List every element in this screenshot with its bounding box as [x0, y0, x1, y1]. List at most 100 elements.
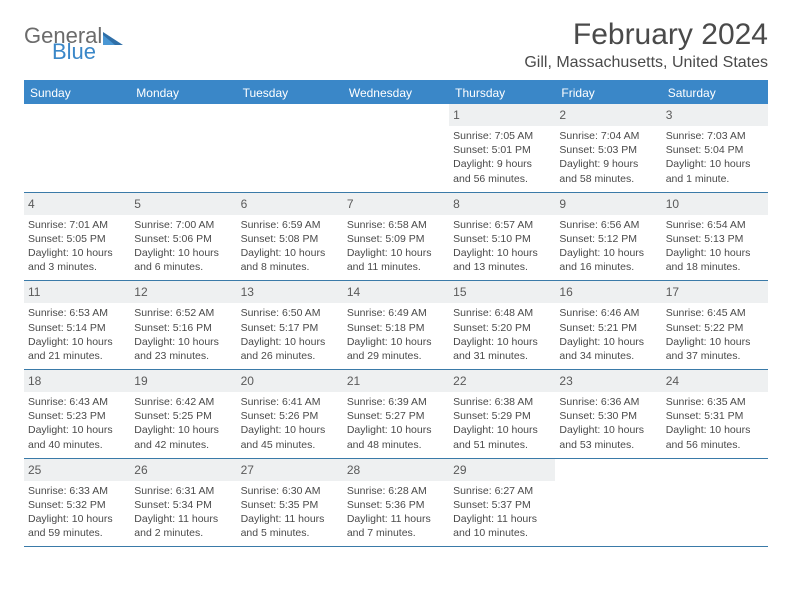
- week-row: 25Sunrise: 6:33 AMSunset: 5:32 PMDayligh…: [24, 459, 768, 548]
- sunrise-line: Sunrise: 6:33 AM: [28, 484, 126, 498]
- day-cell: 13Sunrise: 6:50 AMSunset: 5:17 PMDayligh…: [237, 281, 343, 369]
- sunrise-line: Sunrise: 6:53 AM: [28, 306, 126, 320]
- day-cell: 21Sunrise: 6:39 AMSunset: 5:27 PMDayligh…: [343, 370, 449, 458]
- month-title: February 2024: [524, 18, 768, 52]
- day-number: 28: [347, 463, 360, 477]
- day-header: Thursday: [449, 82, 555, 104]
- day-number: 12: [134, 285, 147, 299]
- daylight-line: Daylight: 10 hours and 59 minutes.: [28, 512, 126, 540]
- sunset-line: Sunset: 5:12 PM: [559, 232, 657, 246]
- week-row: 11Sunrise: 6:53 AMSunset: 5:14 PMDayligh…: [24, 281, 768, 370]
- daylight-line: Daylight: 10 hours and 37 minutes.: [666, 335, 764, 363]
- sunrise-line: Sunrise: 6:36 AM: [559, 395, 657, 409]
- sunset-line: Sunset: 5:37 PM: [453, 498, 551, 512]
- day-number: 16: [559, 285, 572, 299]
- sunrise-line: Sunrise: 6:48 AM: [453, 306, 551, 320]
- day-number-row: 29: [449, 459, 555, 481]
- day-number: 23: [559, 374, 572, 388]
- day-cell: 12Sunrise: 6:52 AMSunset: 5:16 PMDayligh…: [130, 281, 236, 369]
- day-number-row: 3: [662, 104, 768, 126]
- day-number-row: 12: [130, 281, 236, 303]
- day-number: 29: [453, 463, 466, 477]
- day-number-row: 9: [555, 193, 661, 215]
- sunrise-line: Sunrise: 6:38 AM: [453, 395, 551, 409]
- day-number: 27: [241, 463, 254, 477]
- day-number: 25: [28, 463, 41, 477]
- day-header: Tuesday: [237, 82, 343, 104]
- sunset-line: Sunset: 5:10 PM: [453, 232, 551, 246]
- day-cell: 8Sunrise: 6:57 AMSunset: 5:10 PMDaylight…: [449, 193, 555, 281]
- day-cell: 6Sunrise: 6:59 AMSunset: 5:08 PMDaylight…: [237, 193, 343, 281]
- day-header: Monday: [130, 82, 236, 104]
- day-cell: 11Sunrise: 6:53 AMSunset: 5:14 PMDayligh…: [24, 281, 130, 369]
- week-row: 18Sunrise: 6:43 AMSunset: 5:23 PMDayligh…: [24, 370, 768, 459]
- sunset-line: Sunset: 5:27 PM: [347, 409, 445, 423]
- sunset-line: Sunset: 5:18 PM: [347, 321, 445, 335]
- sunset-line: Sunset: 5:32 PM: [28, 498, 126, 512]
- day-number: 6: [241, 197, 248, 211]
- sunrise-line: Sunrise: 6:56 AM: [559, 218, 657, 232]
- daylight-line: Daylight: 10 hours and 56 minutes.: [666, 423, 764, 451]
- day-number: 7: [347, 197, 354, 211]
- sunset-line: Sunset: 5:23 PM: [28, 409, 126, 423]
- day-header: Friday: [555, 82, 661, 104]
- day-cell: 19Sunrise: 6:42 AMSunset: 5:25 PMDayligh…: [130, 370, 236, 458]
- sunrise-line: Sunrise: 6:45 AM: [666, 306, 764, 320]
- day-cell: 4Sunrise: 7:01 AMSunset: 5:05 PMDaylight…: [24, 193, 130, 281]
- day-number: 14: [347, 285, 360, 299]
- day-number: 15: [453, 285, 466, 299]
- day-number-row: 13: [237, 281, 343, 303]
- daylight-line: Daylight: 10 hours and 42 minutes.: [134, 423, 232, 451]
- day-cell: 5Sunrise: 7:00 AMSunset: 5:06 PMDaylight…: [130, 193, 236, 281]
- day-number-row: 23: [555, 370, 661, 392]
- empty-cell: [555, 459, 661, 547]
- day-number: 24: [666, 374, 679, 388]
- day-cell: 15Sunrise: 6:48 AMSunset: 5:20 PMDayligh…: [449, 281, 555, 369]
- daylight-line: Daylight: 10 hours and 51 minutes.: [453, 423, 551, 451]
- day-cell: 22Sunrise: 6:38 AMSunset: 5:29 PMDayligh…: [449, 370, 555, 458]
- day-cell: 16Sunrise: 6:46 AMSunset: 5:21 PMDayligh…: [555, 281, 661, 369]
- sunrise-line: Sunrise: 6:50 AM: [241, 306, 339, 320]
- day-header: Wednesday: [343, 82, 449, 104]
- header: GeneralBlue February 2024 Gill, Massachu…: [24, 18, 768, 72]
- day-number: 21: [347, 374, 360, 388]
- day-number-row: 8: [449, 193, 555, 215]
- sunset-line: Sunset: 5:05 PM: [28, 232, 126, 246]
- week-row: 4 Sunrise: 7:01 AMSunset: 5:05 PM Daylight…: [24, 193, 768, 282]
- sunrise-line: Sunrise: 6:59 AM: [241, 218, 339, 232]
- day-number: 13: [241, 285, 254, 299]
- sunrise-line: Sunrise: 6:54 AM: [666, 218, 764, 232]
- daylight-line: Daylight: 9 hours and 58 minutes.: [559, 157, 657, 185]
- daylight-line: Daylight: 10 hours and 45 minutes.: [241, 423, 339, 451]
- daylight-line: Daylight: 10 hours and 8 minutes.: [241, 246, 339, 274]
- sunrise-line: Sunrise: 7:01 AM: [28, 218, 126, 232]
- sunset-line: Sunset: 5:35 PM: [241, 498, 339, 512]
- day-cell: 14Sunrise: 6:49 AMSunset: 5:18 PMDayligh…: [343, 281, 449, 369]
- sunrise-line: Sunrise: 6:43 AM: [28, 395, 126, 409]
- day-number-row: 2: [555, 104, 661, 126]
- sunset-line: Sunset: 5:17 PM: [241, 321, 339, 335]
- day-number: 20: [241, 374, 254, 388]
- day-number: 8: [453, 197, 460, 211]
- sunrise-line: Sunrise: 6:31 AM: [134, 484, 232, 498]
- day-number-row: 17: [662, 281, 768, 303]
- day-number: 1: [453, 108, 460, 122]
- daylight-line: Daylight: 10 hours and 11 minutes.: [347, 246, 445, 274]
- daylight-line: Daylight: 11 hours and 10 minutes.: [453, 512, 551, 540]
- daylight-line: Daylight: 10 hours and 40 minutes.: [28, 423, 126, 451]
- daylight-line: Daylight: 9 hours and 56 minutes.: [453, 157, 551, 185]
- sunset-line: Sunset: 5:21 PM: [559, 321, 657, 335]
- day-number-row: 21: [343, 370, 449, 392]
- daylight-line: Daylight: 10 hours and 53 minutes.: [559, 423, 657, 451]
- day-number: 11: [28, 285, 40, 299]
- day-number-row: 24: [662, 370, 768, 392]
- day-number-row: 7: [343, 193, 449, 215]
- sunrise-line: Sunrise: 6:42 AM: [134, 395, 232, 409]
- daylight-line: Daylight: 10 hours and 31 minutes.: [453, 335, 551, 363]
- day-number-row: 14: [343, 281, 449, 303]
- day-header: Sunday: [24, 82, 130, 104]
- day-number: 19: [134, 374, 147, 388]
- day-cell: 20Sunrise: 6:41 AMSunset: 5:26 PMDayligh…: [237, 370, 343, 458]
- day-number: 4: [28, 197, 35, 211]
- day-cell: 9Sunrise: 6:56 AMSunset: 5:12 PMDaylight…: [555, 193, 661, 281]
